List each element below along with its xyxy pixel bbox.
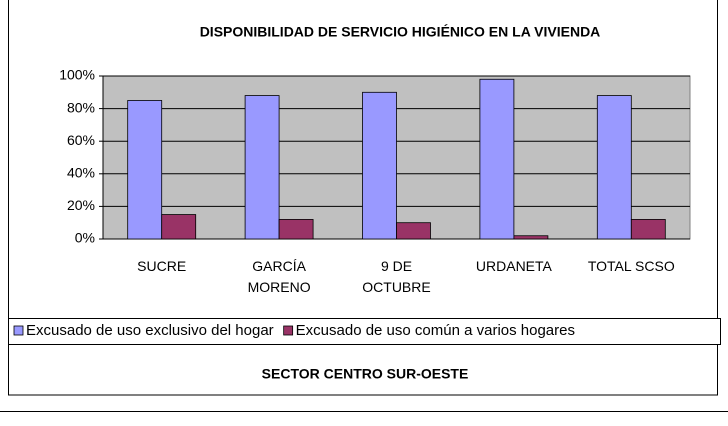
x-tick-label: GARCÍA MORENO	[247, 258, 311, 295]
legend-swatch	[283, 325, 294, 336]
legend-box	[8, 318, 721, 345]
bar	[362, 91, 397, 240]
bar	[244, 95, 280, 240]
bar	[596, 95, 632, 240]
bar	[479, 78, 515, 240]
legend-label: Excusado de uso exclusivo del hogar	[26, 322, 274, 339]
y-tick-label: 80%	[67, 99, 95, 115]
chart-title: DISPONIBILIDAD DE SERVICIO HIGIÉNICO EN …	[200, 24, 601, 40]
bar	[513, 235, 549, 240]
bar	[161, 214, 197, 240]
y-tick-label: 40%	[67, 165, 95, 181]
legend-label: Excusado de uso común a varios hogares	[296, 322, 575, 339]
x-tick-label: URDANETA	[475, 258, 552, 274]
x-tick-label: SUCRE	[137, 258, 187, 274]
bar	[630, 219, 666, 240]
bar	[278, 219, 314, 240]
legend-swatch	[13, 325, 24, 336]
bar	[127, 100, 163, 240]
x-axis-title: SECTOR CENTRO SUR-OESTE	[262, 366, 469, 382]
y-tick-label: 20%	[67, 197, 95, 213]
y-tick-label: 60%	[67, 132, 95, 148]
bar	[396, 222, 431, 240]
y-tick-label: 100%	[59, 67, 95, 83]
y-tick-label: 0%	[75, 230, 95, 246]
x-tick-label: 9 DE OCTUBRE	[362, 258, 431, 295]
x-tick-label: TOTAL SCSO	[587, 258, 675, 274]
